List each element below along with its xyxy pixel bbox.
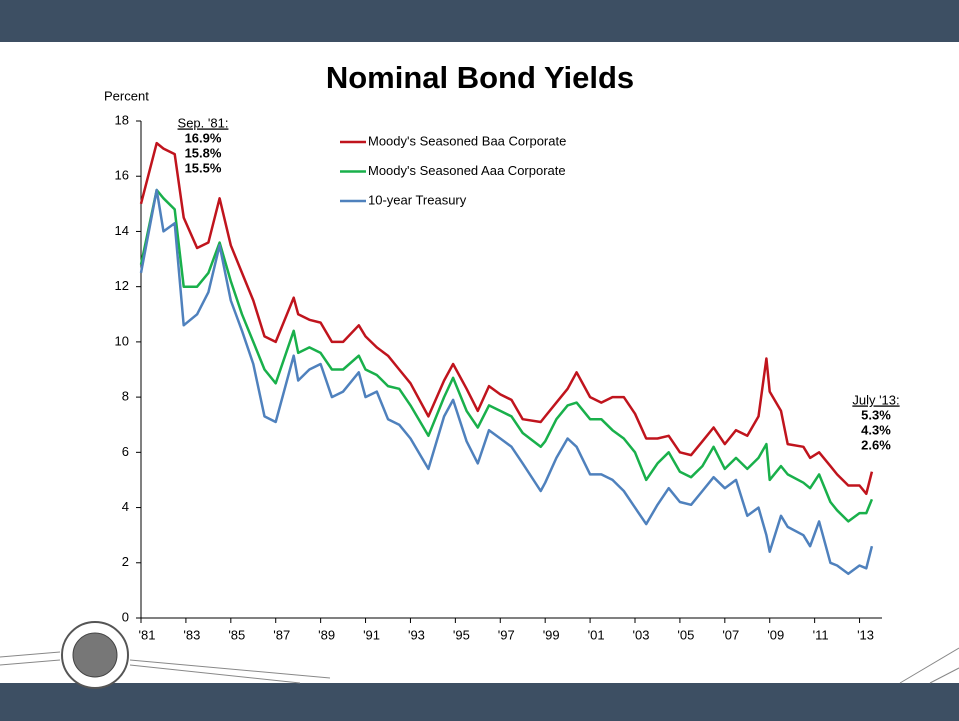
x-tick-label: '97 [498,627,515,642]
series-line [139,188,874,523]
y-tick-label: 2 [122,554,129,569]
y-tick-label: 18 [115,112,129,127]
legend-label: 10-year Treasury [368,192,467,207]
x-tick-label: '11 [813,627,829,642]
annotation-title: Sep. '81: [178,115,229,130]
annotation-value: 16.9% [185,130,222,145]
x-tick-label: '89 [318,627,335,642]
x-tick-label: '93 [408,627,425,642]
annotation-value: 15.5% [185,160,222,175]
x-tick-label: '95 [453,627,470,642]
annotation-title: July '13: [852,392,899,407]
x-tick-label: '87 [273,627,290,642]
header-bar [0,0,959,42]
x-tick-label: '99 [543,627,560,642]
x-tick-label: '05 [677,627,694,642]
chart-title: Nominal Bond Yields [326,60,634,95]
x-tick-label: '83 [183,627,200,642]
y-tick-label: 16 [115,168,129,183]
x-tick-label: '01 [588,627,605,642]
x-tick-label: '13 [857,627,874,642]
y-tick-label: 12 [115,278,129,293]
x-tick-label: '07 [722,627,739,642]
annotation-value: 2.6% [861,437,891,452]
x-tick-label: '09 [767,627,784,642]
x-tick-label: '81 [139,627,156,642]
x-tick-label: '03 [633,627,650,642]
legend-label: Moody's Seasoned Aaa Corporate [368,163,566,178]
y-tick-label: 6 [122,444,129,459]
x-tick-label: '85 [228,627,245,642]
y-axis-label: Percent [104,88,149,103]
y-tick-label: 0 [122,609,129,624]
seal [61,621,129,689]
x-tick-label: '91 [363,627,380,642]
y-tick-label: 4 [122,499,129,514]
series-line [139,141,874,496]
decoration [0,647,959,684]
annotation-value: 4.3% [861,422,891,437]
footer-bar [0,683,959,721]
y-tick-label: 14 [115,223,129,238]
annotation-value: 5.3% [861,407,891,422]
annotation-value: 15.8% [185,145,222,160]
y-tick-label: 8 [122,389,129,404]
series-line [139,188,874,576]
legend-label: Moody's Seasoned Baa Corporate [368,133,566,148]
y-tick-label: 10 [115,333,129,348]
